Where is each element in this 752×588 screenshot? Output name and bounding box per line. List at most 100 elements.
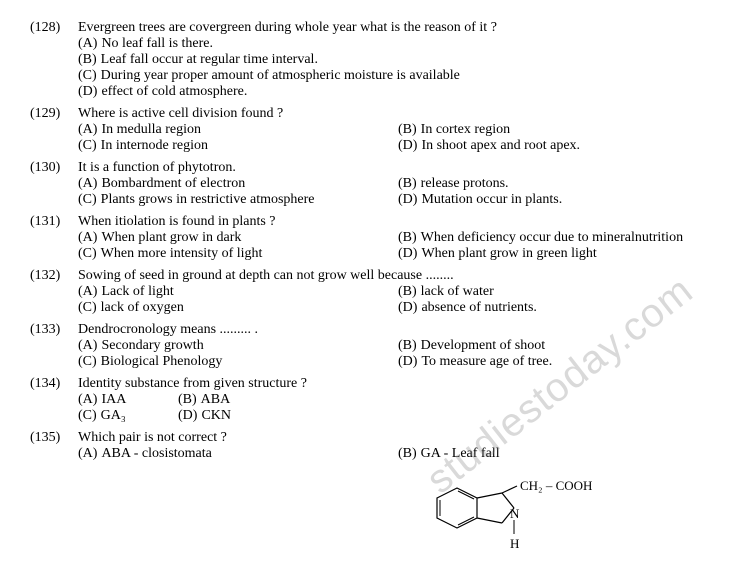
option-text: In cortex region	[421, 122, 510, 138]
option-text: Development of shoot	[421, 338, 545, 354]
option-label: (C)	[78, 300, 97, 316]
option-text: lack of water	[421, 284, 494, 300]
option-label: (B)	[78, 52, 97, 68]
structure-h: H	[510, 536, 519, 551]
option: (A) ABA - closistomata	[78, 446, 398, 462]
option-text: Biological Phenology	[101, 354, 223, 370]
option-label: (D)	[78, 84, 97, 100]
option-text: When plant grow in green light	[421, 246, 596, 262]
option-text: In internode region	[101, 138, 208, 154]
option: (A) Secondary growth	[78, 338, 398, 354]
question-number: (134)	[30, 376, 78, 392]
option-text: No leaf fall is there.	[101, 36, 213, 52]
option: (A) When plant grow in dark	[78, 230, 398, 246]
options: (A) Bombardment of electron(B) release p…	[30, 176, 722, 208]
question: (135)Which pair is not correct ?(A) ABA …	[30, 430, 722, 462]
options: (A) IAA(B) ABA(C) GA₃(D) CKN	[30, 392, 722, 424]
option-text: Bombardment of electron	[101, 176, 245, 192]
option-text: absence of nutrients.	[421, 300, 536, 316]
option-label: (B)	[398, 284, 417, 300]
question: (131)When itiolation is found in plants …	[30, 214, 722, 262]
question-number: (133)	[30, 322, 78, 338]
option-label: (B)	[398, 446, 417, 462]
option-label: (D)	[398, 138, 417, 154]
option-label: (A)	[78, 36, 97, 52]
option: (C) lack of oxygen	[78, 300, 398, 316]
option: (C) Plants grows in restrictive atmosphe…	[78, 192, 398, 208]
option: (C) Biological Phenology	[78, 354, 398, 370]
options: (A) In medulla region(B) In cortex regio…	[30, 122, 722, 154]
options: (A) No leaf fall is there.(B) Leaf fall …	[30, 36, 722, 100]
option-label: (A)	[78, 230, 97, 246]
option: (C) In internode region	[78, 138, 398, 154]
option: (C) During year proper amount of atmosph…	[78, 68, 718, 84]
option-label: (D)	[398, 354, 417, 370]
question-stem: Which pair is not correct ?	[78, 430, 722, 446]
option-label: (A)	[78, 338, 97, 354]
question: (132)Sowing of seed in ground at depth c…	[30, 268, 722, 316]
question-stem: When itiolation is found in plants ?	[78, 214, 722, 230]
option-label: (C)	[78, 192, 97, 208]
question: (133)Dendrocronology means ......... .(A…	[30, 322, 722, 370]
options: (A) ABA - closistomata(B) GA - Leaf fall	[30, 446, 722, 462]
option-label: (A)	[78, 446, 97, 462]
option: (D) Mutation occur in plants.	[398, 192, 718, 208]
question-stem: Evergreen trees are covergreen during wh…	[78, 20, 722, 36]
option-text: Mutation occur in plants.	[421, 192, 562, 208]
option-text: In shoot apex and root apex.	[421, 138, 580, 154]
question-number: (131)	[30, 214, 78, 230]
option-label: (D)	[398, 192, 417, 208]
chemical-structure: CH₂ – COOH N H	[422, 478, 602, 568]
option: (B) Leaf fall occur at regular time inte…	[78, 52, 718, 68]
structure-n: N	[510, 506, 520, 521]
options: (A) When plant grow in dark(B) When defi…	[30, 230, 722, 262]
option-label: (C)	[78, 354, 97, 370]
option-label: (A)	[78, 122, 97, 138]
option-label: (B)	[398, 122, 417, 138]
option-label: (D)	[178, 408, 197, 424]
option-text: When more intensity of light	[101, 246, 263, 262]
option-text: IAA	[101, 392, 126, 408]
option: (B) Development of shoot	[398, 338, 718, 354]
option: (A) Bombardment of electron	[78, 176, 398, 192]
option-label: (C)	[78, 246, 97, 262]
option-label: (B)	[398, 230, 417, 246]
option: (D) effect of cold atmosphere.	[78, 84, 718, 100]
option-text: lack of oxygen	[101, 300, 184, 316]
question-number: (128)	[30, 20, 78, 36]
option-text: GA - Leaf fall	[421, 446, 500, 462]
option-label: (C)	[78, 138, 97, 154]
option-text: release protons.	[421, 176, 509, 192]
option-label: (A)	[78, 284, 97, 300]
question-stem: Identity substance from given structure …	[78, 376, 722, 392]
question: (134)Identity substance from given struc…	[30, 376, 722, 424]
option: (A) Lack of light	[78, 284, 398, 300]
question: (128)Evergreen trees are covergreen duri…	[30, 20, 722, 100]
option-text: ABA	[201, 392, 231, 408]
option-text: GA₃	[101, 408, 126, 424]
options: (A) Lack of light(B) lack of water(C) la…	[30, 284, 722, 316]
question-stem: Dendrocronology means ......... .	[78, 322, 722, 338]
option-text: Lack of light	[101, 284, 173, 300]
option: (D) When plant grow in green light	[398, 246, 718, 262]
question-number: (135)	[30, 430, 78, 446]
option-text: During year proper amount of atmospheric…	[101, 68, 460, 84]
option-text: Plants grows in restrictive atmosphere	[101, 192, 315, 208]
option: (B) GA - Leaf fall	[398, 446, 718, 462]
option: (B) release protons.	[398, 176, 718, 192]
question-list: (128)Evergreen trees are covergreen duri…	[30, 20, 722, 462]
option: (A) IAA	[78, 392, 178, 408]
question-stem: It is a function of phytotron.	[78, 160, 722, 176]
option-label: (C)	[78, 68, 97, 84]
options: (A) Secondary growth(B) Development of s…	[30, 338, 722, 370]
option-text: Leaf fall occur at regular time interval…	[101, 52, 318, 68]
option-text: effect of cold atmosphere.	[101, 84, 247, 100]
option: (B) When deficiency occur due to mineral…	[398, 230, 718, 246]
structure-label: CH₂ – COOH	[520, 478, 592, 493]
option-text: To measure age of tree.	[421, 354, 552, 370]
option-text: CKN	[201, 408, 231, 424]
option: (C) GA₃	[78, 408, 178, 424]
question: (130)It is a function of phytotron.(A) B…	[30, 160, 722, 208]
option: (A) No leaf fall is there.	[78, 36, 718, 52]
question: (129)Where is active cell division found…	[30, 106, 722, 154]
